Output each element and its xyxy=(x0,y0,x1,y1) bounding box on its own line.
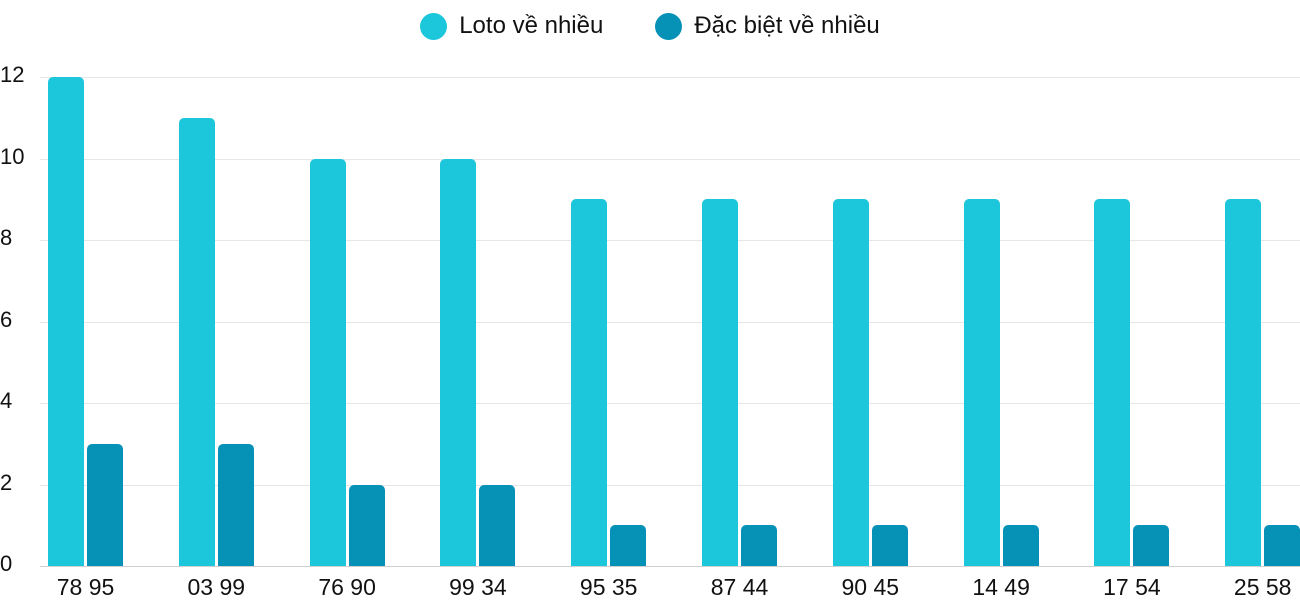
x-tick-label: 90 45 xyxy=(841,574,900,600)
bar-loto[interactable] xyxy=(1094,199,1131,566)
bar-dac-biet[interactable] xyxy=(87,443,123,566)
x-tick-label: 95 35 xyxy=(579,574,638,600)
bar-loto[interactable] xyxy=(702,199,738,566)
x-tick-label: 76 90 xyxy=(318,574,376,600)
chart-legend: Loto về nhiều Đặc biệt về nhiều xyxy=(0,12,1300,40)
bar-dac-biet[interactable] xyxy=(1264,525,1300,566)
x-tick-label: 87 44 xyxy=(710,574,769,600)
bar-loto[interactable] xyxy=(1225,199,1262,566)
bar-loto[interactable] xyxy=(48,77,84,566)
bar-dac-biet[interactable] xyxy=(610,525,647,566)
bar-loto[interactable] xyxy=(178,117,215,566)
bar-dac-biet[interactable] xyxy=(479,484,516,566)
y-tick-label: 12 xyxy=(0,62,25,87)
bar-dac-biet[interactable] xyxy=(1002,525,1039,566)
bar-loto[interactable] xyxy=(309,158,346,566)
bar-dac-biet[interactable] xyxy=(217,443,254,566)
legend-dot-loto-icon xyxy=(420,12,448,40)
legend-label-dac-biet: Đặc biệt về nhiều xyxy=(694,12,880,39)
bar-loto[interactable] xyxy=(963,199,1000,566)
gridline xyxy=(40,485,1300,486)
legend-label-loto: Loto về nhiều xyxy=(459,12,604,39)
bar-loto[interactable] xyxy=(440,158,477,566)
gridline xyxy=(40,403,1300,404)
gridline xyxy=(40,240,1300,241)
y-tick-label: 10 xyxy=(0,144,25,169)
x-tick-label: 03 99 xyxy=(187,574,246,600)
bar-dac-biet[interactable] xyxy=(1133,525,1170,566)
y-tick-label: 6 xyxy=(0,307,13,332)
y-tick-label: 8 xyxy=(0,225,13,250)
x-tick-label: 17 54 xyxy=(1103,574,1161,600)
bar-loto[interactable] xyxy=(571,199,608,566)
gridline xyxy=(40,77,1300,78)
x-tick-label: 99 34 xyxy=(449,574,507,600)
gridline xyxy=(40,322,1300,323)
y-tick-label: 4 xyxy=(0,388,13,413)
gridline xyxy=(40,159,1300,160)
legend-item-dac-biet[interactable]: Đặc biệt về nhiều xyxy=(655,12,880,40)
x-tick-label: 25 58 xyxy=(1233,574,1292,600)
y-tick-label: 0 xyxy=(0,551,13,576)
x-tick-label: 14 49 xyxy=(972,574,1030,600)
y-tick-label: 2 xyxy=(0,470,13,495)
gridline xyxy=(40,566,1300,567)
legend-dot-dac-biet-icon xyxy=(655,12,683,40)
bar-dac-biet[interactable] xyxy=(348,484,385,566)
bar-dac-biet[interactable] xyxy=(871,525,908,566)
bar-dac-biet[interactable] xyxy=(741,525,777,566)
x-tick-label: 78 95 xyxy=(56,574,115,600)
legend-item-loto[interactable]: Loto về nhiều xyxy=(420,12,603,40)
bar-loto[interactable] xyxy=(832,199,869,566)
